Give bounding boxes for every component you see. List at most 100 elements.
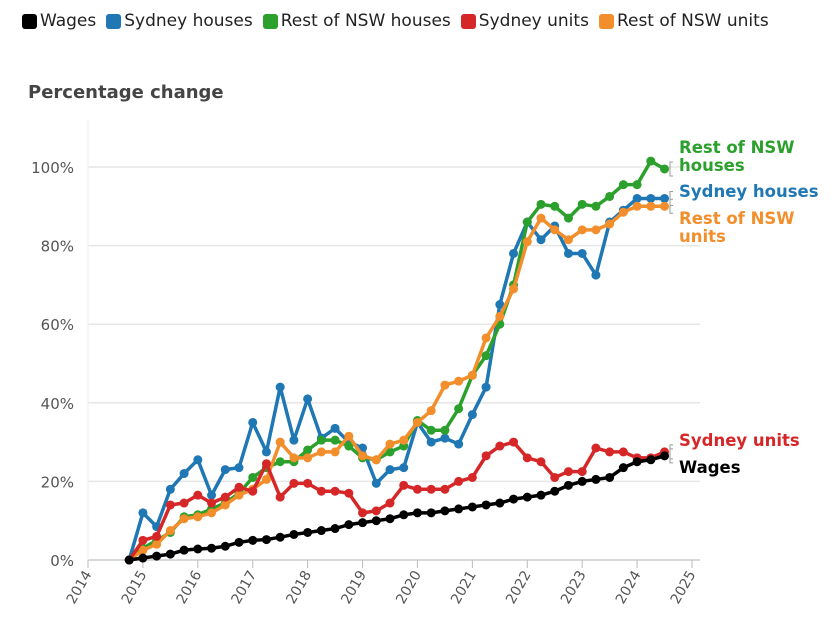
data-point bbox=[385, 447, 395, 457]
end-label-line: Sydney units bbox=[679, 431, 800, 450]
label-bracket bbox=[669, 161, 673, 177]
data-point bbox=[632, 457, 642, 467]
y-tick-label: 100% bbox=[31, 159, 74, 177]
data-point bbox=[207, 543, 217, 553]
legend-swatch bbox=[262, 13, 278, 29]
data-point bbox=[660, 193, 670, 203]
data-point bbox=[591, 201, 601, 211]
data-point bbox=[165, 484, 175, 494]
data-point bbox=[330, 423, 340, 433]
data-point bbox=[618, 180, 628, 190]
data-point bbox=[467, 502, 477, 512]
end-label-line: Rest of NSW bbox=[679, 138, 795, 157]
end-label-line: Wages bbox=[679, 458, 741, 477]
data-point bbox=[440, 484, 450, 494]
x-tick-label: 2023 bbox=[558, 568, 590, 607]
data-point bbox=[179, 514, 189, 524]
data-point bbox=[577, 467, 587, 477]
data-point bbox=[454, 376, 464, 386]
x-tick-label: 2017 bbox=[229, 568, 261, 607]
data-point bbox=[550, 472, 560, 482]
data-point bbox=[220, 500, 230, 510]
series-line bbox=[127, 440, 666, 562]
data-point bbox=[536, 213, 546, 223]
data-point bbox=[358, 451, 368, 461]
data-point bbox=[660, 451, 670, 461]
data-point bbox=[344, 520, 354, 530]
legend-swatch bbox=[598, 13, 614, 29]
data-point bbox=[454, 439, 464, 449]
data-point bbox=[220, 492, 230, 502]
data-point bbox=[563, 480, 573, 490]
legend-swatch bbox=[460, 13, 476, 29]
data-point bbox=[536, 490, 546, 500]
data-point bbox=[303, 527, 313, 537]
series-sydney-houses bbox=[124, 193, 670, 565]
x-tick-label: 2022 bbox=[503, 568, 535, 607]
legend-swatch bbox=[106, 13, 122, 29]
data-point bbox=[193, 490, 203, 500]
data-point bbox=[454, 404, 464, 414]
data-point bbox=[426, 406, 436, 416]
data-point bbox=[646, 156, 656, 166]
legend-label: Rest of NSW units bbox=[616, 11, 769, 31]
data-point bbox=[481, 451, 491, 461]
data-point bbox=[275, 437, 285, 447]
data-point bbox=[152, 551, 162, 561]
data-point bbox=[248, 472, 258, 482]
data-point bbox=[563, 235, 573, 245]
x-tick-label: 2025 bbox=[668, 568, 700, 607]
end-label-line: Sydney houses bbox=[679, 182, 819, 201]
data-point bbox=[536, 457, 546, 467]
data-point bbox=[522, 453, 532, 463]
data-point bbox=[605, 191, 615, 201]
data-point bbox=[536, 235, 546, 245]
data-point bbox=[632, 201, 642, 211]
data-point bbox=[399, 480, 409, 490]
data-point bbox=[248, 486, 258, 496]
data-point bbox=[316, 486, 326, 496]
data-point bbox=[371, 478, 381, 488]
end-label: Sydney houses bbox=[679, 182, 819, 201]
end-label: Wages bbox=[679, 458, 741, 477]
y-tick-label: 20% bbox=[41, 473, 74, 491]
data-point bbox=[303, 478, 313, 488]
data-point bbox=[591, 270, 601, 280]
data-point bbox=[165, 549, 175, 559]
data-point bbox=[124, 555, 134, 565]
data-point bbox=[385, 498, 395, 508]
data-point bbox=[577, 199, 587, 209]
data-point bbox=[303, 445, 313, 455]
data-point bbox=[426, 484, 436, 494]
y-tick-label: 60% bbox=[41, 316, 74, 334]
data-point bbox=[316, 526, 326, 536]
end-label-line: units bbox=[679, 227, 726, 246]
legend-item: Sydney houses bbox=[106, 11, 253, 31]
data-point bbox=[467, 370, 477, 380]
data-point bbox=[289, 478, 299, 488]
data-point bbox=[563, 248, 573, 258]
data-point bbox=[179, 469, 189, 479]
data-point bbox=[330, 524, 340, 534]
data-point bbox=[152, 531, 162, 541]
data-point bbox=[412, 508, 422, 518]
data-point bbox=[152, 539, 162, 549]
x-tick-label: 2018 bbox=[283, 568, 315, 607]
data-point bbox=[577, 476, 587, 486]
data-point bbox=[275, 492, 285, 502]
data-point bbox=[261, 535, 271, 545]
data-point bbox=[495, 498, 505, 508]
data-point bbox=[509, 284, 519, 294]
legend-item: Rest of NSW houses bbox=[262, 11, 451, 31]
legend-item: Wages bbox=[22, 11, 96, 31]
data-point bbox=[646, 201, 656, 211]
data-point bbox=[522, 217, 532, 227]
data-point bbox=[591, 225, 601, 235]
data-point bbox=[303, 453, 313, 463]
data-point bbox=[605, 219, 615, 229]
data-point bbox=[550, 225, 560, 235]
data-point bbox=[248, 417, 258, 427]
data-point bbox=[426, 508, 436, 518]
data-point bbox=[481, 382, 491, 392]
data-point bbox=[316, 447, 326, 457]
